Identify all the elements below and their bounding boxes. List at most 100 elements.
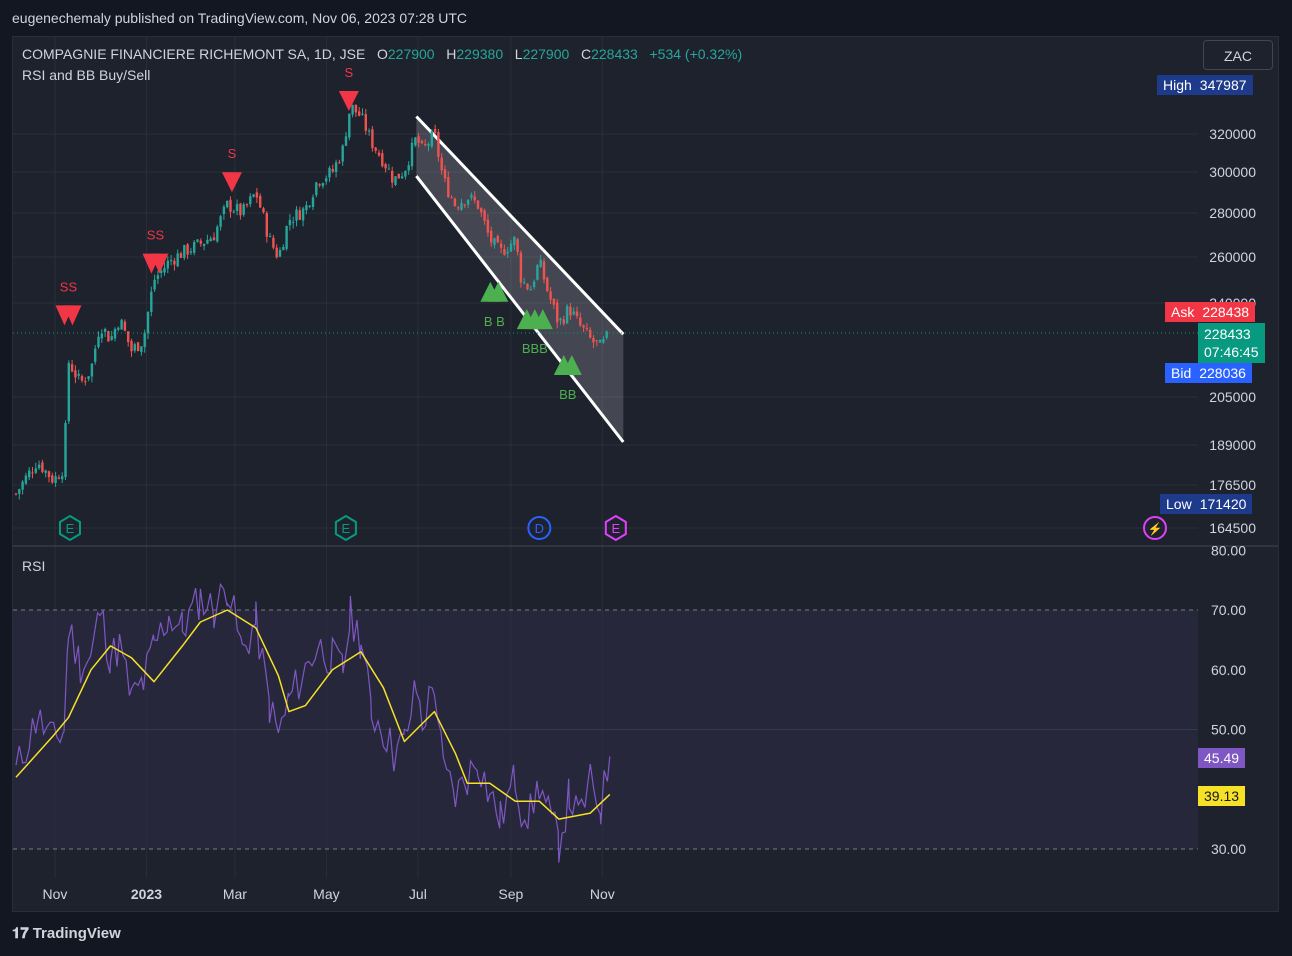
candle-body xyxy=(579,317,582,326)
candle-body xyxy=(377,152,381,156)
candle-body xyxy=(94,348,97,362)
open-value: 227900 xyxy=(387,46,435,62)
candle-body xyxy=(199,240,202,244)
candle-body xyxy=(18,489,21,494)
buy-signal-marker[interactable] xyxy=(561,354,582,375)
candle-body xyxy=(222,206,226,215)
candle-body xyxy=(394,176,397,185)
price-axis-tick: 300000 xyxy=(1209,164,1256,180)
candle-body xyxy=(509,243,513,252)
candle-body xyxy=(31,472,34,474)
price-axis-tick: 205000 xyxy=(1209,389,1256,405)
chart-frame xyxy=(12,36,1279,912)
candle-body xyxy=(575,311,579,317)
candle-body xyxy=(41,462,44,473)
dividend-event-icon[interactable] xyxy=(527,516,552,540)
candle-body xyxy=(163,267,166,273)
candle-body xyxy=(595,340,598,342)
candle-body xyxy=(123,321,127,331)
rsi-ma-value-tag: 39.13 xyxy=(1198,786,1246,806)
candle-body xyxy=(354,104,358,113)
candle-body xyxy=(103,328,107,332)
candle-body xyxy=(176,253,179,267)
candle-body xyxy=(268,236,272,238)
symbol-header: COMPAGNIE FINANCIERE RICHEMONT SA, 1D, J… xyxy=(22,46,742,62)
candle-body xyxy=(278,250,282,257)
rsi-axis-tick: 60.00 xyxy=(1211,662,1246,678)
candle-body xyxy=(113,328,117,339)
low-label: L xyxy=(514,46,523,62)
candle-body xyxy=(358,111,361,116)
candle-body xyxy=(529,289,532,291)
candle-body xyxy=(433,128,437,133)
candle-body xyxy=(397,173,400,179)
indicator-label[interactable]: RSI and BB Buy/Sell xyxy=(22,67,151,83)
earnings-event-icon[interactable] xyxy=(334,514,357,542)
rsi-panel-label[interactable]: RSI xyxy=(22,558,46,574)
bid-tag-label: Bid xyxy=(1171,365,1192,381)
candle-body xyxy=(47,471,51,478)
candle-body xyxy=(391,170,394,183)
candle-body xyxy=(598,340,602,343)
candle-body xyxy=(440,157,443,171)
candle-body xyxy=(407,165,410,171)
ask-price-tag: Ask 228438 xyxy=(1165,302,1256,322)
candle-body xyxy=(209,238,212,242)
candle-body xyxy=(169,260,173,262)
candle-body xyxy=(196,239,199,242)
candle-body xyxy=(506,251,509,254)
candle-body xyxy=(235,204,239,211)
candle-body xyxy=(80,376,84,381)
currency-button[interactable]: ZAC xyxy=(1203,40,1273,70)
candle-body xyxy=(450,197,453,199)
candle-body xyxy=(285,226,288,249)
candle-body xyxy=(424,144,427,146)
sell-signal-marker[interactable] xyxy=(150,253,169,274)
candle-body xyxy=(70,364,74,372)
sell-signal-marker[interactable] xyxy=(63,305,82,326)
candle-body xyxy=(565,305,569,324)
low-tag-value: 171420 xyxy=(1199,496,1247,512)
candle-body xyxy=(556,302,559,323)
candle-body xyxy=(516,239,519,252)
sell-signal-marker[interactable] xyxy=(338,90,359,111)
candle-body xyxy=(146,311,150,334)
channel-lower-line[interactable] xyxy=(415,175,625,443)
candle-body xyxy=(371,129,374,149)
candle-body xyxy=(315,182,318,196)
earnings-event-icon[interactable] xyxy=(58,514,81,542)
sell-signal-marker[interactable] xyxy=(221,172,242,193)
last-price-tag: 228433 07:46:45 xyxy=(1198,323,1265,363)
candle-body xyxy=(311,197,315,207)
candle-body xyxy=(212,237,216,241)
buy-signal-label: BB xyxy=(559,387,576,402)
candle-body xyxy=(523,282,526,284)
tradingview-logo-icon: 𝟏𝟕 xyxy=(12,925,29,942)
candle-body xyxy=(34,468,37,473)
candle-body xyxy=(417,136,420,143)
buy-signal-label: B B xyxy=(484,314,505,329)
candle-body xyxy=(28,470,31,478)
split-event-icon[interactable] xyxy=(1143,516,1167,540)
channel-upper-line[interactable] xyxy=(415,115,625,336)
candle-body xyxy=(325,178,328,182)
candle-body xyxy=(107,331,110,342)
tradingview-logo[interactable]: 𝟏𝟕 TradingView xyxy=(12,925,121,942)
time-axis-tick: Jul xyxy=(409,886,427,902)
sell-signal-label: SS xyxy=(147,228,165,243)
candle-body xyxy=(143,332,146,347)
candle-body xyxy=(318,184,321,186)
candle-body xyxy=(229,199,232,212)
candle-body xyxy=(305,205,308,211)
published-caption: eugenechemaly published on TradingView.c… xyxy=(12,10,468,26)
candle-body xyxy=(374,147,377,151)
buy-signal-marker[interactable] xyxy=(488,281,509,302)
buy-signal-marker[interactable] xyxy=(532,309,553,330)
price-axis-tick: 164500 xyxy=(1209,520,1256,536)
candle-body xyxy=(249,196,252,205)
candle-body xyxy=(351,104,354,115)
earnings-event-icon[interactable] xyxy=(604,514,627,542)
footer-brand: TradingView xyxy=(32,925,121,942)
symbol-name[interactable]: COMPAGNIE FINANCIERE RICHEMONT SA, 1D, J… xyxy=(22,46,366,62)
